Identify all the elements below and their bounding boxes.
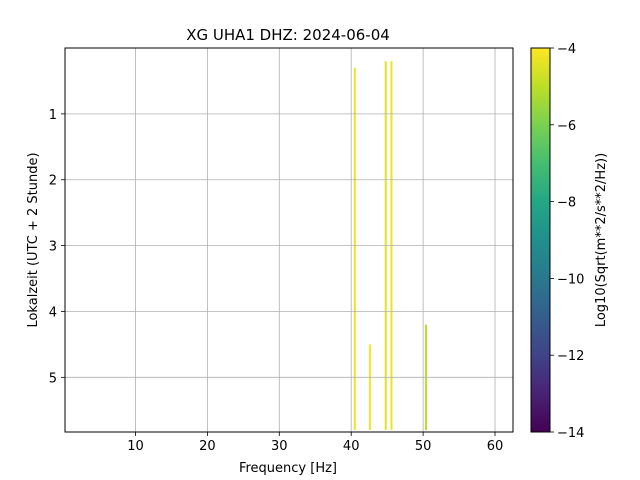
chart-title: XG UHA1 DHZ: 2024-06-04 xyxy=(186,26,390,44)
